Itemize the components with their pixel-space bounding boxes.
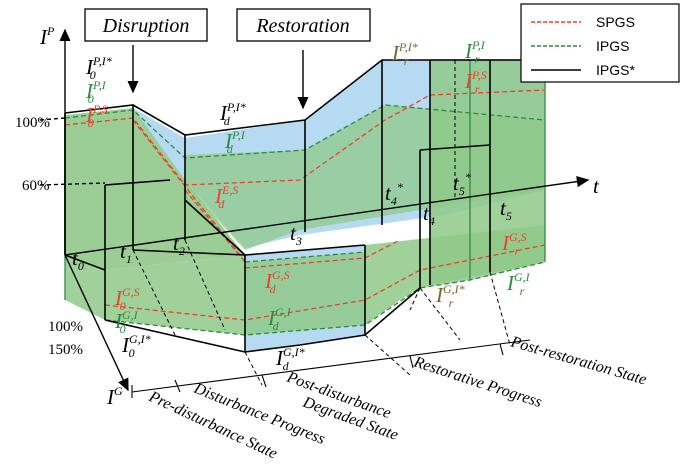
power-green-surface-left <box>65 108 245 270</box>
legend-spgs: SPGS <box>596 14 635 30</box>
ipgs-lines <box>64 104 546 336</box>
t5-label: t5 <box>500 196 512 223</box>
time-axis <box>64 176 590 256</box>
phase-post-restoration: Post-restoration State <box>508 333 649 388</box>
t4-label: t4 <box>423 201 435 228</box>
gas-axis <box>64 254 129 392</box>
label-gid-star: IG,I* d <box>275 345 305 373</box>
label-gsr: IG,S r <box>501 230 527 258</box>
axes <box>39 28 590 392</box>
time-labels: t0 t1 t2 t3 t4* t4 t5* t5 <box>72 170 512 273</box>
label-gir: IG,I r <box>506 270 531 298</box>
gas-axis-label: IG <box>106 384 123 409</box>
t5-star-label: t5* <box>453 170 471 198</box>
gas-100-label: 100% <box>48 319 83 335</box>
restoration-title: Restoration <box>255 15 349 37</box>
t4-star-label: t4* <box>385 180 403 208</box>
label-pid: IP,I d <box>224 128 246 156</box>
percent-labels: 100% 60% 100% 150% <box>15 115 83 358</box>
label-pi0: IP,I 0 <box>85 78 107 106</box>
label-gid: IG,I d <box>267 305 292 333</box>
label-ps0: IP,S 0 <box>85 102 108 130</box>
label-pir: IP,I r <box>464 38 486 66</box>
legend-ipgs-star: IPGS* <box>596 62 635 78</box>
time-axis-label: t <box>593 174 600 198</box>
label-pi0-star: IP,I* 0 <box>85 54 112 82</box>
gas-labels: IG,S 0 IG,I 0 IG,I* 0 IG,S d IG,I d IG,I* d IG… <box>114 230 531 373</box>
restoration-box: Restoration <box>236 8 371 110</box>
legend: SPGS IPGS IPGS* <box>520 3 680 83</box>
power-axis-label: IP <box>39 24 55 49</box>
power-60-label: 60% <box>22 178 50 194</box>
label-gi0: IG,I 0 <box>114 308 139 336</box>
gas-green-surface-mid <box>245 252 365 335</box>
power-100-label: 100% <box>15 115 50 131</box>
legend-ipgs: IPGS <box>596 38 629 54</box>
label-esd: IE,S d <box>214 183 238 211</box>
t0-label: t0 <box>72 246 84 273</box>
label-psr: IP,S r <box>464 68 487 96</box>
gas-150-label: 150% <box>48 342 83 358</box>
label-gs0: IG,S 0 <box>114 285 140 313</box>
t1-label: t1 <box>120 239 132 266</box>
phase-projection-lines <box>132 60 511 386</box>
label-gi0-star: IG,I* 0 <box>121 332 151 360</box>
disruption-box: Disruption <box>84 8 208 94</box>
axis-labels: IP t IG <box>39 24 600 409</box>
phase-labels: Pre-disturbance State Disturbance Progre… <box>145 333 648 462</box>
power-labels: IP,I* 0 IP,I 0 IP,S 0 IP,I* d IP,I d IE,S d IP… <box>85 38 487 211</box>
t3-label: t3 <box>290 221 302 248</box>
label-pir-star: IP,I* r <box>391 40 418 68</box>
label-gsd: IG,S d <box>264 268 290 296</box>
label-gir-star: IG,I* r <box>435 282 465 310</box>
t2-label: t2 <box>173 231 185 258</box>
gas-green-surface-right <box>365 225 545 325</box>
phase-axis <box>131 339 531 398</box>
phase-restorative-progress: Restorative Progress <box>411 353 544 411</box>
disruption-title: Disruption <box>102 15 190 37</box>
label-pid-star: IP,I* d <box>219 100 246 128</box>
